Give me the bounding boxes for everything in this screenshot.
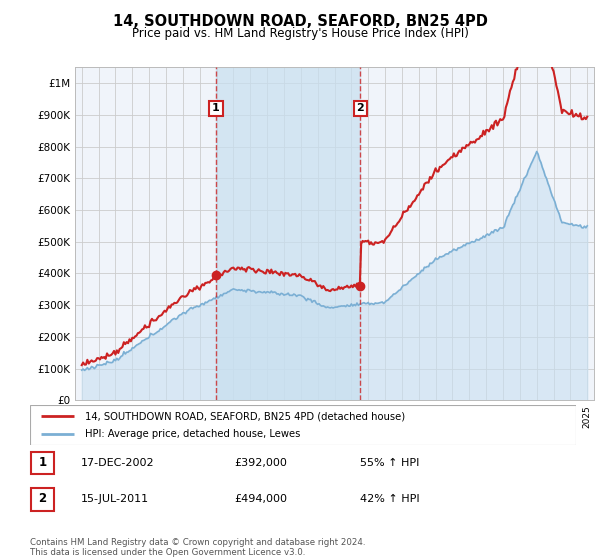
Text: £494,000: £494,000 — [234, 494, 287, 504]
Text: 14, SOUTHDOWN ROAD, SEAFORD, BN25 4PD (detached house): 14, SOUTHDOWN ROAD, SEAFORD, BN25 4PD (d… — [85, 411, 405, 421]
Text: 42% ↑ HPI: 42% ↑ HPI — [360, 494, 419, 504]
Text: 2: 2 — [38, 492, 47, 506]
Text: HPI: Average price, detached house, Lewes: HPI: Average price, detached house, Lewe… — [85, 429, 300, 439]
Bar — [216, 67, 361, 400]
Text: 55% ↑ HPI: 55% ↑ HPI — [360, 458, 419, 468]
Text: 14, SOUTHDOWN ROAD, SEAFORD, BN25 4PD: 14, SOUTHDOWN ROAD, SEAFORD, BN25 4PD — [113, 14, 487, 29]
Text: 15-JUL-2011: 15-JUL-2011 — [81, 494, 149, 504]
Text: 2: 2 — [356, 104, 364, 114]
Text: 1: 1 — [212, 104, 220, 114]
Text: Contains HM Land Registry data © Crown copyright and database right 2024.
This d: Contains HM Land Registry data © Crown c… — [30, 538, 365, 557]
Text: Price paid vs. HM Land Registry's House Price Index (HPI): Price paid vs. HM Land Registry's House … — [131, 27, 469, 40]
Text: 17-DEC-2002: 17-DEC-2002 — [81, 458, 155, 468]
Text: 1: 1 — [38, 456, 47, 469]
Text: £392,000: £392,000 — [234, 458, 287, 468]
